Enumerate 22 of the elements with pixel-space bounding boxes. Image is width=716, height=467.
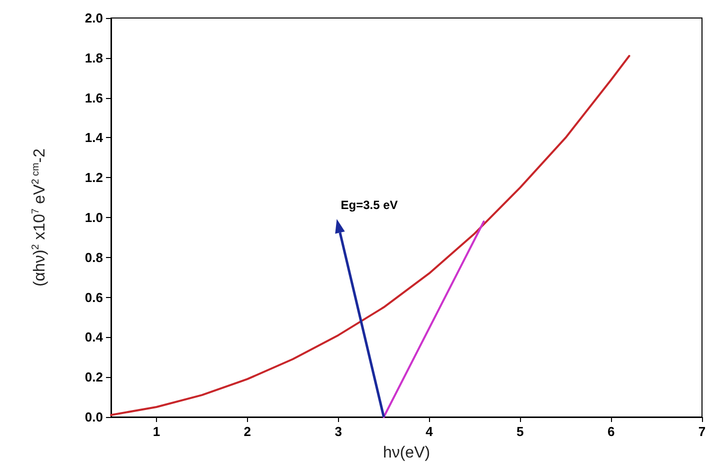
line-series <box>110 54 630 416</box>
x-tick-label: 1 <box>152 424 160 439</box>
y-tick-label: 0.0 <box>84 410 103 424</box>
y-tick-label: 0.2 <box>84 370 103 385</box>
x-tick-label: 7 <box>698 424 706 439</box>
x-tick-label: 4 <box>426 424 434 439</box>
y-tick-label: 0.8 <box>84 250 103 265</box>
x-tick-label: 6 <box>607 424 615 439</box>
x-tick-label: 5 <box>516 424 524 439</box>
x-tick-label: 3 <box>334 424 342 439</box>
y-tick-label: 1.2 <box>84 170 103 186</box>
annotation: Eg=3.5 eV <box>340 198 398 212</box>
y-tick-label: 1.0 <box>84 210 103 225</box>
y-tick-label: 2.0 <box>84 10 103 26</box>
y-tick-label: 0.4 <box>84 330 104 345</box>
y-tick-label: 1.8 <box>84 50 103 66</box>
y-tick-label: 1.4 <box>84 130 104 146</box>
y-axis-title: (αhν)2 x107 eV2 cm-2 <box>30 148 48 287</box>
y-tick-label: 0.6 <box>84 290 103 305</box>
y-tick-label: 1.6 <box>84 90 103 106</box>
x-tick-label: 2 <box>244 424 251 439</box>
x-axis-title: hν(eV) <box>382 444 430 462</box>
